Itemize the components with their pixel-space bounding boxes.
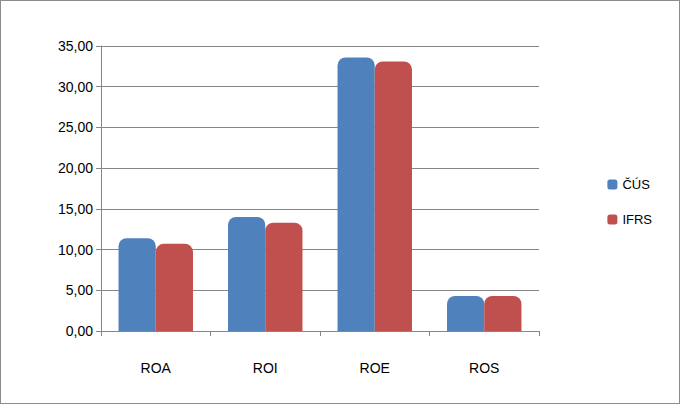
- svg-text:IFRS: IFRS: [622, 212, 652, 227]
- svg-text:20,00: 20,00: [58, 160, 93, 176]
- svg-text:25,00: 25,00: [58, 119, 93, 135]
- svg-text:ROI: ROI: [253, 360, 278, 376]
- svg-text:10,00: 10,00: [58, 242, 93, 258]
- svg-text:ČÚS: ČÚS: [622, 177, 650, 192]
- svg-text:15,00: 15,00: [58, 201, 93, 217]
- svg-text:ROS: ROS: [469, 360, 499, 376]
- svg-text:5,00: 5,00: [66, 282, 93, 298]
- svg-text:0,00: 0,00: [66, 323, 93, 339]
- svg-text:30,00: 30,00: [58, 79, 93, 95]
- svg-text:ROA: ROA: [141, 360, 172, 376]
- svg-text:35,00: 35,00: [58, 38, 93, 54]
- svg-text:ROE: ROE: [360, 360, 390, 376]
